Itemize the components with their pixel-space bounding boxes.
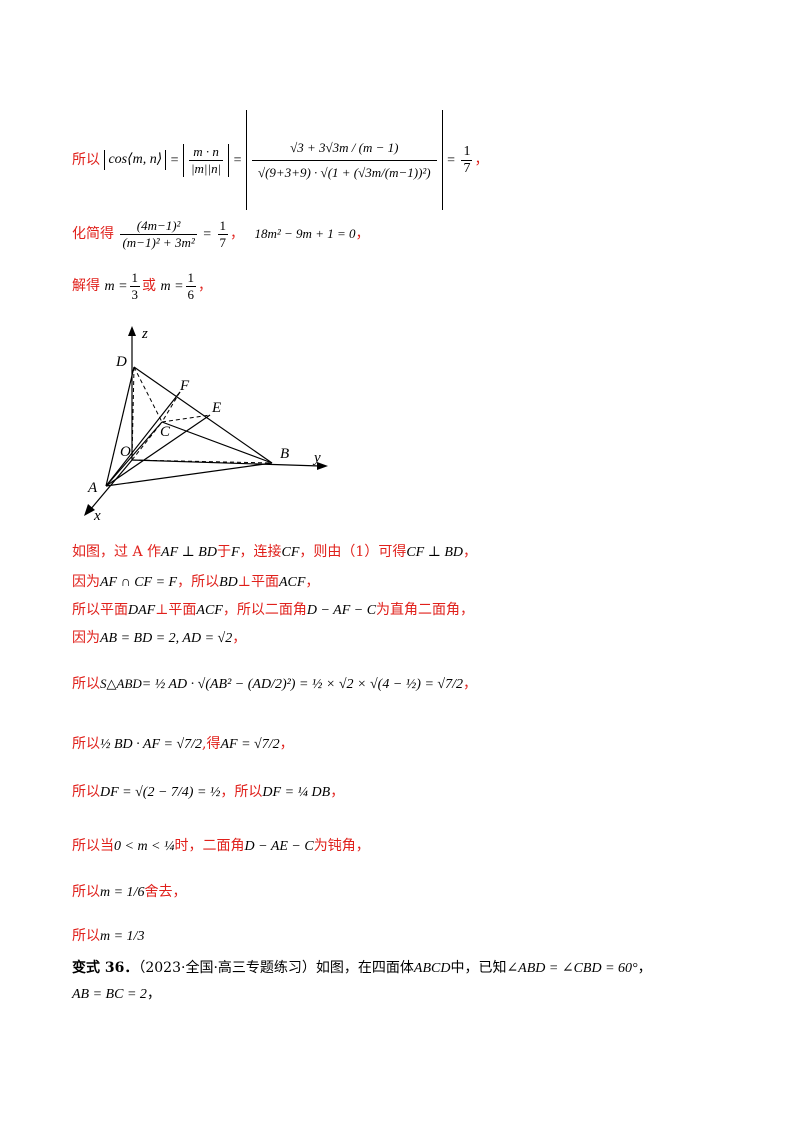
para-line-9: 所以m = 1/6舍去， <box>72 884 187 900</box>
cos-expression: cos⟨m, n⟩ <box>104 150 167 170</box>
simplify-fraction: (4m−1)² (m−1)² + 3m² <box>120 217 197 250</box>
para-line-5: 所以S△ABD= ½ AD · √(AB² − (AD/2)²) = ½ × √… <box>72 676 477 692</box>
para-line-6: 所以½ BD · AF = √7/2,得AF = √7/2， <box>72 736 294 752</box>
para-line-10: 所以m = 1/3 <box>72 928 145 944</box>
variant-title: 变式 36． <box>72 960 139 976</box>
tetrahedron-figure: z y x D F E C O B A <box>84 326 328 524</box>
equals: = <box>170 153 179 168</box>
label-B: B <box>280 446 289 462</box>
para-line-3: 所以平面DAF⊥平面ACF，所以二面角D − AF − C为直角二面角， <box>72 602 475 618</box>
variant-question-line-1: 变式 36．（2023·全国·高三专题练习）如图，在四面体ABCD中，已知∠AB… <box>72 960 652 976</box>
label-O: O <box>120 444 131 460</box>
label-x: x <box>93 508 101 524</box>
variant-question-line-2: AB = BC = 2， <box>72 986 161 1002</box>
label-F: F <box>179 378 190 394</box>
label-C: C <box>160 424 171 440</box>
para-line-4: 因为AB = BD = 2, AD = √2， <box>72 630 247 646</box>
frac-mn: m · n |m||n| <box>182 143 230 177</box>
label-A: A <box>87 480 98 496</box>
text-prefix: 所以 <box>72 152 100 168</box>
para-line-2: 因为AF ∩ CF = F，所以BD⊥平面ACF， <box>72 574 320 590</box>
big-fraction: √3 + 3√3m / (m − 1) √(9+3+9) · √(1 + (√3m… <box>245 110 443 210</box>
equals: = <box>447 153 455 168</box>
label-E: E <box>211 400 221 416</box>
equals: = <box>233 153 242 168</box>
label-y: y <box>312 450 321 466</box>
para-line-8: 所以当0 < m < ¼时，二面角D − AE − C为钝角， <box>72 838 370 854</box>
eq-simplify-line: 化简得 (4m−1)² (m−1)² + 3m² = 1 7， 18m² − 9m … <box>72 217 370 250</box>
eq-cos-line: 所以 cos⟨m, n⟩ = m · n |m||n| = √3 + 3√3m /… <box>72 110 488 210</box>
label-D: D <box>115 354 127 370</box>
text-prefix: 化简得 <box>72 226 114 242</box>
para-line-1: 如图，过 A 作AF ⊥ BD于F，连接CF，则由（1）可得CF ⊥ BD， <box>72 544 478 560</box>
quadratic-eq: 18m² − 9m + 1 = 0 <box>254 226 356 241</box>
para-line-7: 所以DF = √(2 − 7/4) = ½，所以DF = ¼ DB， <box>72 784 345 800</box>
solution-line: 解得 m = 1 3 或 m = 1 6， <box>72 269 213 302</box>
label-z: z <box>141 326 148 342</box>
